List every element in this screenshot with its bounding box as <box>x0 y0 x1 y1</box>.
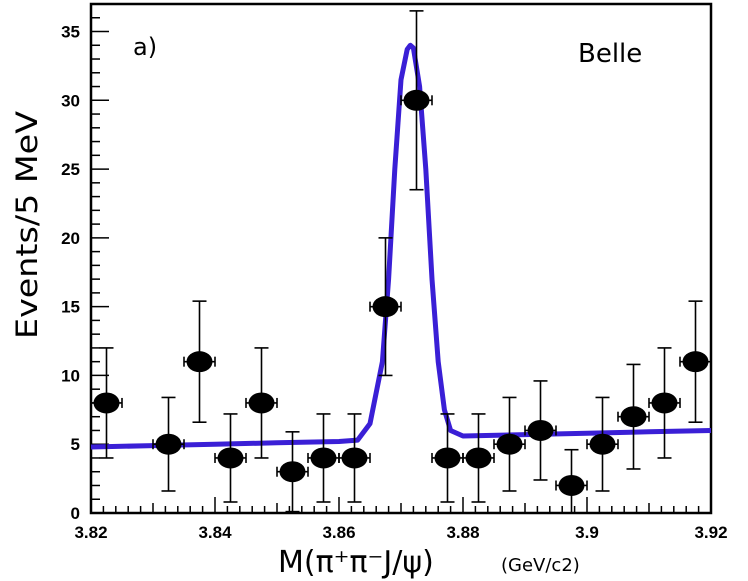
data-point <box>462 413 495 503</box>
data-marker <box>155 433 182 455</box>
data-point <box>183 300 216 424</box>
panel-label: a) <box>133 33 157 61</box>
x-axis-label: M(π⁺π⁻J/ψ) <box>278 545 434 580</box>
data-point <box>493 396 526 492</box>
data-point <box>555 448 588 514</box>
data-marker <box>310 447 337 469</box>
y-tick-label: 20 <box>61 229 80 248</box>
y-tick-label: 15 <box>61 298 80 317</box>
axis-ticks <box>90 17 712 514</box>
data-point <box>369 237 402 377</box>
data-point <box>245 347 278 459</box>
experiment-label: Belle <box>578 39 642 69</box>
x-tick-label: 3.82 <box>74 523 107 542</box>
y-tick-label: 35 <box>61 23 80 42</box>
x-tick-label: 3.92 <box>694 523 727 542</box>
x-tick-label: 3.9 <box>575 523 599 542</box>
data-marker <box>279 461 306 483</box>
data-marker <box>93 392 120 414</box>
fit-curve <box>90 42 712 450</box>
y-tick-label: 5 <box>71 435 80 454</box>
x-tick-labels: 3.82 3.84 3.86 3.88 3.9 3.92 <box>74 523 727 542</box>
data-marker <box>651 392 678 414</box>
data-marker <box>248 392 275 414</box>
data-point <box>648 347 681 459</box>
x-tick-label: 3.84 <box>198 523 232 542</box>
data-marker <box>372 296 399 318</box>
data-marker <box>217 447 244 469</box>
data-point <box>276 431 309 513</box>
data-marker <box>186 351 213 373</box>
y-tick-labels: 0 5 10 15 20 25 30 35 <box>61 23 80 523</box>
data-point <box>524 380 557 481</box>
data-point <box>307 413 340 503</box>
data-marker <box>496 433 523 455</box>
data-point <box>431 413 464 503</box>
data-marker <box>434 447 461 469</box>
data-point <box>617 363 650 470</box>
data-point <box>400 10 433 191</box>
data-point <box>214 413 247 503</box>
data-point <box>338 413 371 503</box>
data-marker <box>620 406 647 428</box>
data-point <box>586 396 619 492</box>
data-marker <box>465 447 492 469</box>
y-tick-label: 30 <box>61 91 80 110</box>
data-marker <box>403 89 430 111</box>
x-axis-units: (GeV/c2) <box>501 555 580 576</box>
data-point <box>152 396 185 492</box>
data-point <box>90 347 123 459</box>
x-tick-label: 3.86 <box>322 523 355 542</box>
data-marker <box>682 351 709 373</box>
x-tick-label: 3.88 <box>446 523 479 542</box>
data-point <box>679 300 712 424</box>
data-points <box>90 10 712 514</box>
data-marker <box>527 419 554 441</box>
y-axis-label: Events/5 MeV <box>10 111 44 339</box>
data-marker <box>558 474 585 496</box>
data-marker <box>341 447 368 469</box>
y-tick-label: 0 <box>71 504 80 523</box>
y-tick-label: 25 <box>61 160 80 179</box>
data-marker <box>589 433 616 455</box>
y-tick-label: 10 <box>61 366 80 385</box>
